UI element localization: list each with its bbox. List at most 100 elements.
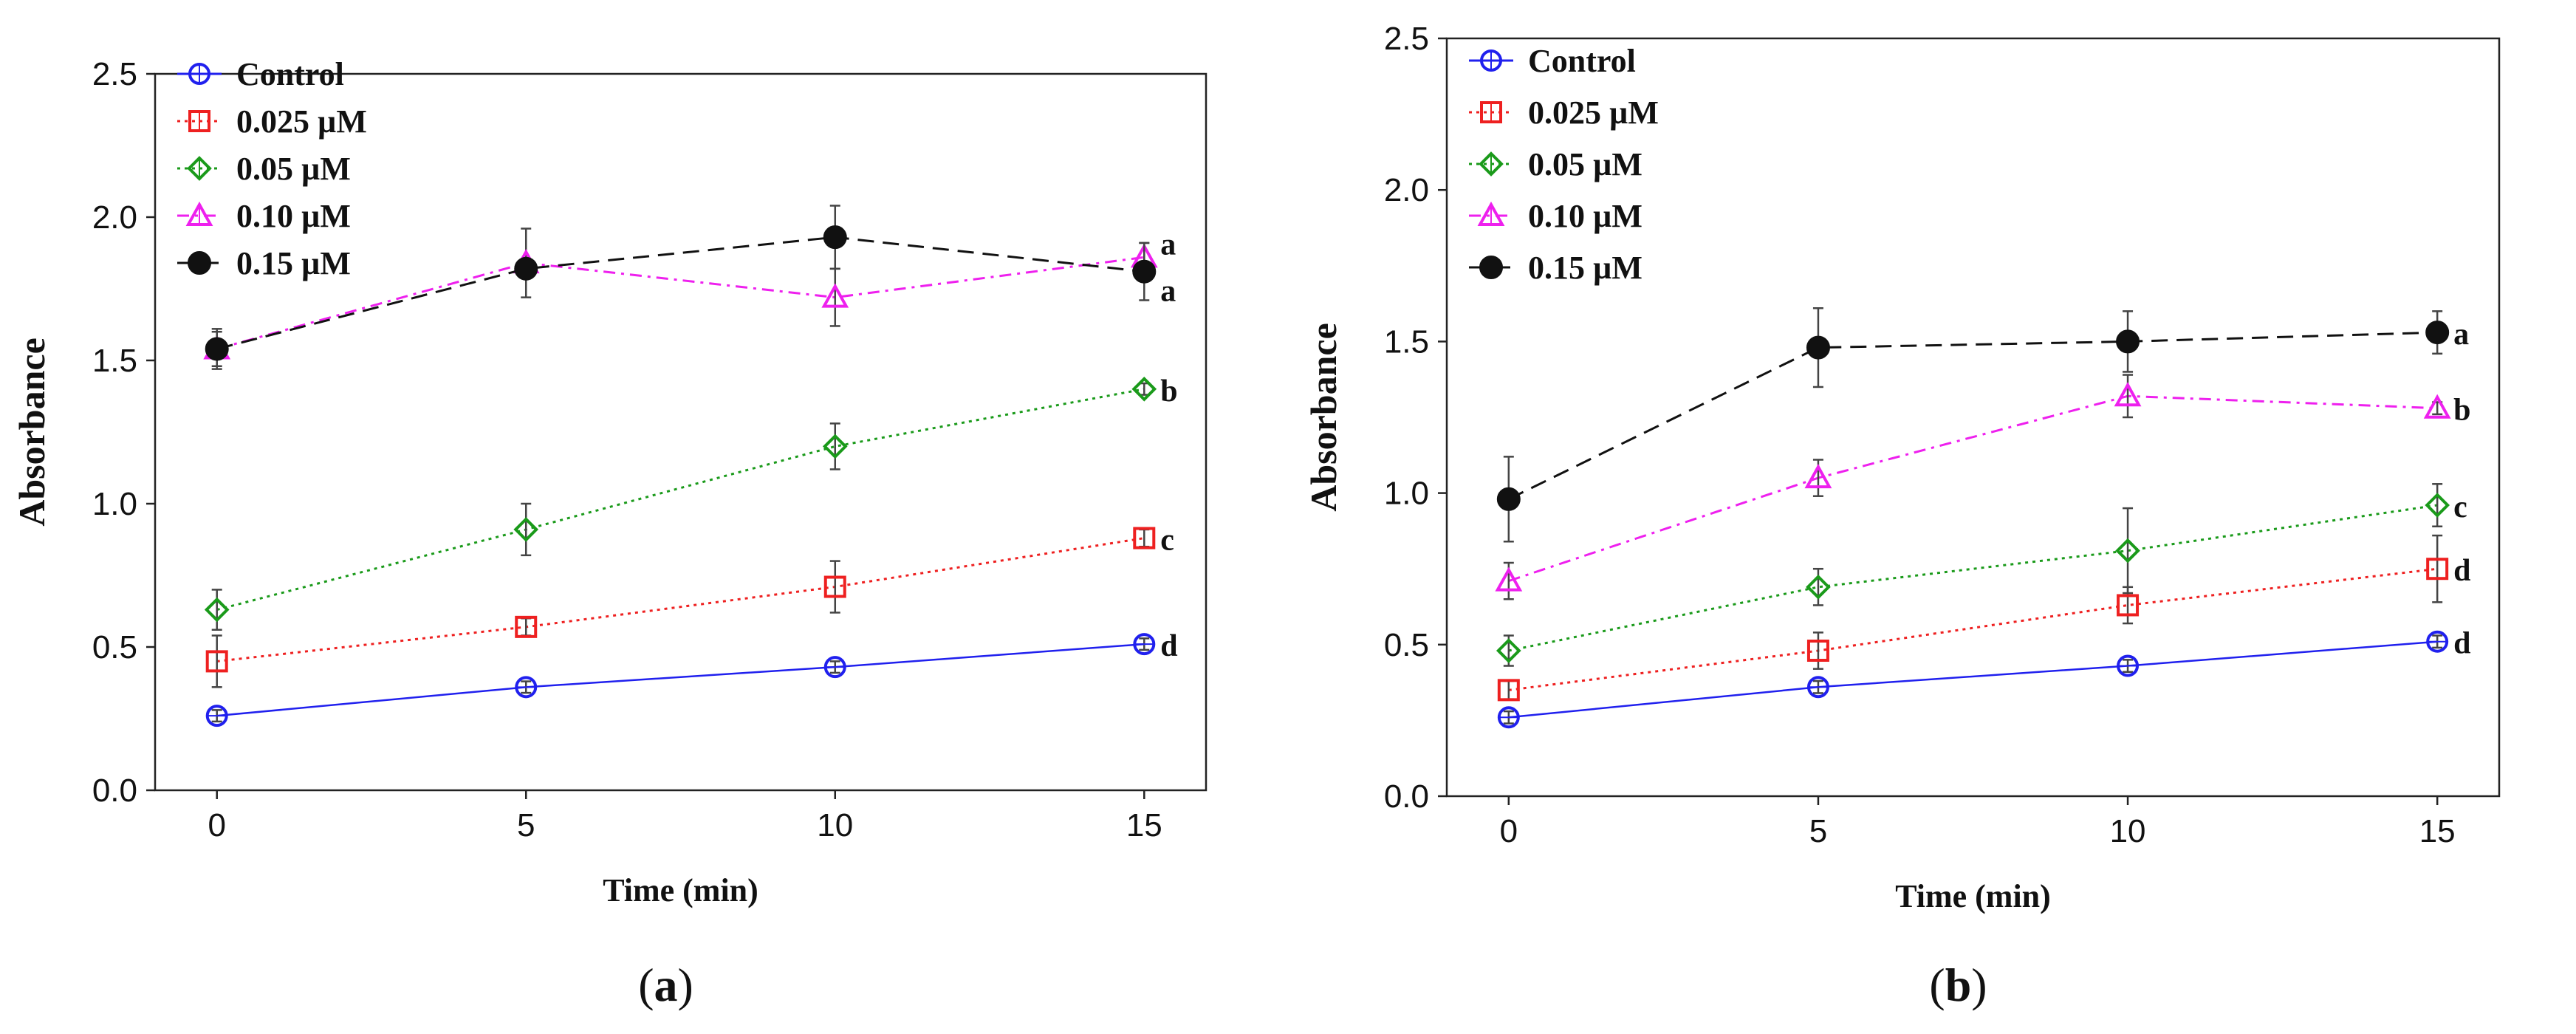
data-point — [2116, 329, 2140, 354]
legend-marker — [185, 201, 213, 226]
data-point — [2426, 558, 2449, 581]
data-point — [2114, 382, 2142, 407]
legend-label: 0.10 µM — [1528, 198, 1642, 234]
data-point — [1132, 259, 1157, 284]
data-point — [1497, 679, 1520, 702]
y-tick-label: 0.5 — [92, 629, 137, 665]
x-tick-label: 15 — [2419, 813, 2456, 849]
x-tick-label: 5 — [517, 807, 535, 843]
chart-panel-b: 0.0 0.5 1.0 1.5 2.0 2.5 0 5 10 15 Time (min) Absorb… — [1303, 21, 2501, 1011]
y-tick-label: 1.5 — [92, 343, 137, 379]
data-point — [1806, 640, 1829, 662]
y-tick-label: 0.0 — [92, 773, 137, 809]
data-point — [205, 650, 228, 673]
data-point — [2425, 493, 2450, 518]
group-letter: a — [2453, 318, 2469, 352]
series-line — [216, 643, 1145, 717]
data-point — [1496, 638, 1521, 663]
x-tick-label: 10 — [817, 807, 853, 843]
series-control — [1497, 630, 2449, 729]
y-tick-label: 2.5 — [1384, 21, 1429, 57]
data-point — [1804, 463, 1832, 489]
panel-paren: ) — [678, 959, 693, 1011]
panel-paren: ( — [1929, 959, 1945, 1011]
legend-marker — [188, 110, 210, 132]
group-letter: d — [1160, 629, 1177, 663]
data-point — [205, 337, 229, 361]
group-letter: b — [1160, 374, 1177, 408]
data-point — [1495, 566, 1523, 592]
legend-label: Control — [236, 56, 344, 92]
data-point — [1496, 487, 1521, 511]
series-line — [216, 236, 1145, 350]
series-c005 — [1496, 483, 2450, 667]
legend-marker — [1477, 201, 1505, 226]
y-axis-label: Absorbance — [1303, 323, 1344, 512]
data-point — [2115, 538, 2140, 564]
legend-label: 0.025 µM — [1528, 95, 1659, 131]
legend-marker — [187, 156, 212, 181]
series-c0025 — [205, 527, 1156, 688]
panel-label: (a) — [638, 959, 693, 1011]
legend-label: 0.10 µM — [236, 198, 351, 234]
y-tick-label: 2.0 — [92, 199, 137, 236]
series-line — [1508, 331, 2438, 501]
data-point — [1131, 376, 1157, 402]
series-c0025 — [1497, 534, 2449, 702]
data-point — [1133, 527, 1156, 549]
panel-label: (b) — [1929, 959, 1987, 1011]
group-letter: a — [1160, 275, 1176, 309]
legend: Control 0.025 µM 0.05 µM 0.10 µM 0.15 µM — [1469, 43, 1659, 286]
plot-frame — [1445, 37, 2501, 798]
group-letter: d — [2453, 554, 2470, 588]
y-tick-label: 1.0 — [1384, 476, 1429, 512]
panel-letter: a — [654, 959, 678, 1011]
x-tick-label: 15 — [1126, 807, 1162, 843]
data-point — [821, 283, 849, 308]
legend-marker — [1480, 101, 1502, 123]
y-tick-label: 0.5 — [1384, 627, 1429, 663]
series-c005 — [204, 376, 1157, 631]
series-c015 — [1496, 307, 2450, 543]
series-c010 — [1495, 374, 2451, 600]
x-axis-label: Time (min) — [1895, 878, 2051, 914]
chart-panel-a: 0.0 0.5 1.0 1.5 2.0 2.5 0 5 10 15 Time (min) Absorb… — [11, 56, 1208, 1011]
group-letter: d — [2453, 627, 2470, 661]
data-point — [1806, 574, 1831, 600]
x-tick-label: 5 — [1809, 813, 1827, 849]
legend-marker — [188, 251, 211, 275]
data-point — [2423, 394, 2451, 419]
series-line — [1508, 394, 2438, 583]
series-line — [216, 256, 1145, 350]
data-point — [1806, 335, 1830, 360]
y-tick-label: 0.0 — [1384, 778, 1429, 815]
legend-label: 0.15 µM — [1528, 250, 1642, 286]
plot-frame — [154, 72, 1208, 792]
group-letter: b — [2453, 394, 2470, 428]
y-tick-label: 1.5 — [1384, 323, 1429, 360]
legend-marker — [1479, 256, 1503, 279]
y-tick-label: 1.0 — [92, 486, 137, 522]
legend-label: 0.15 µM — [236, 245, 351, 281]
legend-label: 0.05 µM — [1528, 146, 1642, 182]
data-point — [823, 575, 846, 598]
data-point — [204, 597, 230, 623]
legend-label: 0.025 µM — [236, 103, 367, 140]
data-point — [2425, 321, 2450, 345]
panel-letter: b — [1945, 959, 1972, 1011]
x-tick-label: 10 — [2110, 813, 2146, 849]
panel-paren: ( — [638, 959, 654, 1011]
series-line — [1508, 640, 2438, 719]
data-point — [822, 434, 848, 459]
x-tick-label: 0 — [1500, 813, 1518, 849]
series-line — [1508, 567, 2438, 691]
x-axis-label: Time (min) — [603, 872, 758, 908]
series-line — [216, 388, 1145, 612]
series-c015 — [205, 205, 1157, 368]
data-point — [514, 256, 538, 281]
data-point — [515, 615, 538, 638]
legend-label: 0.05 µM — [236, 151, 351, 187]
data-point — [2117, 594, 2140, 617]
y-tick-label: 2.0 — [1384, 172, 1429, 208]
